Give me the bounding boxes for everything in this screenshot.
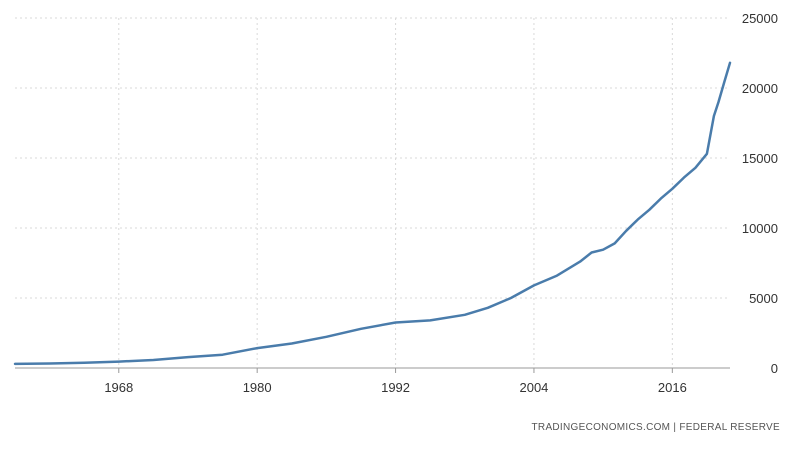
y-tick-label-0: 0: [771, 361, 778, 376]
x-tick-label-1: 1980: [243, 380, 272, 395]
y-tick-label-4: 20000: [742, 81, 778, 96]
y-tick-label-5: 25000: [742, 11, 778, 26]
y-tick-label-2: 10000: [742, 221, 778, 236]
series-layer: [13, 61, 732, 366]
x-tick-label-0: 1968: [104, 380, 133, 395]
y-tick-label-3: 15000: [742, 151, 778, 166]
y-tick-label-1: 5000: [749, 291, 778, 306]
x-tick-label-2: 1992: [381, 380, 410, 395]
source-label: TRADINGECONOMICS.COM | FEDERAL RESERVE: [532, 422, 781, 433]
series-line-0: [13, 61, 732, 366]
x-axis: 1968 1980 1992 2004 2016: [15, 367, 730, 395]
y-axis: 0 5000 10000 15000 20000 25000: [742, 11, 778, 376]
x-tick-label-4: 2016: [658, 380, 687, 395]
grid: [15, 17, 730, 368]
x-tick-label-3: 2004: [519, 380, 548, 395]
